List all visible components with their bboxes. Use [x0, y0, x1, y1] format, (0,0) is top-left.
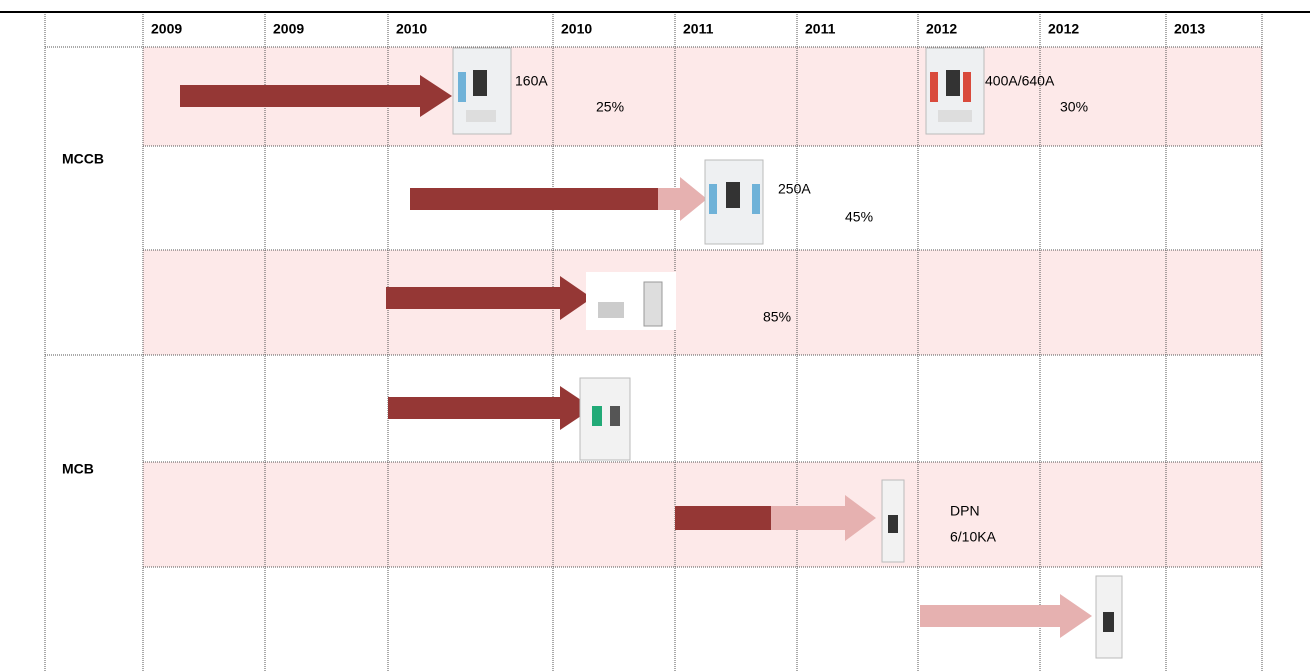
note: DPN: [950, 503, 980, 519]
note: 160A: [515, 73, 548, 89]
row-fill: [45, 462, 1262, 567]
year-header: 2012: [1048, 21, 1079, 37]
note: 400A/640A: [985, 73, 1055, 89]
year-header: 2013: [1174, 21, 1205, 37]
mccb-icon: [453, 48, 511, 134]
arrow: [675, 506, 771, 530]
year-header: 2012: [926, 21, 957, 37]
year-header: 2011: [683, 21, 714, 37]
year-header: 2009: [273, 21, 304, 37]
mccb-icon: [926, 48, 984, 134]
year-header: 2010: [396, 21, 427, 37]
mccb-icon: [705, 160, 763, 244]
note: 85%: [763, 309, 791, 325]
arrow: [388, 386, 593, 430]
arrow: [410, 188, 658, 210]
note: 25%: [596, 99, 624, 115]
note: 250A: [778, 181, 811, 197]
arrow: [920, 594, 1092, 638]
mcb-icon: [882, 480, 904, 562]
note: 45%: [845, 209, 873, 225]
accessory-icon: [586, 272, 676, 330]
label-column: [45, 47, 143, 672]
arrow: [658, 177, 707, 221]
year-header: 2011: [805, 21, 836, 37]
year-header: 2009: [151, 21, 182, 37]
rcbo-icon: [580, 378, 630, 460]
group-label: MCCB: [62, 151, 104, 167]
roadmap: 2009 2009 2010 2010 2011 2011 2012 2012 2013 MCCB…: [0, 0, 1310, 672]
group-label: MCB: [62, 461, 94, 477]
note: 30%: [1060, 99, 1088, 115]
year-header: 2010: [561, 21, 592, 37]
mcb-icon: [1096, 576, 1122, 658]
note: 6/10KA: [950, 529, 997, 545]
